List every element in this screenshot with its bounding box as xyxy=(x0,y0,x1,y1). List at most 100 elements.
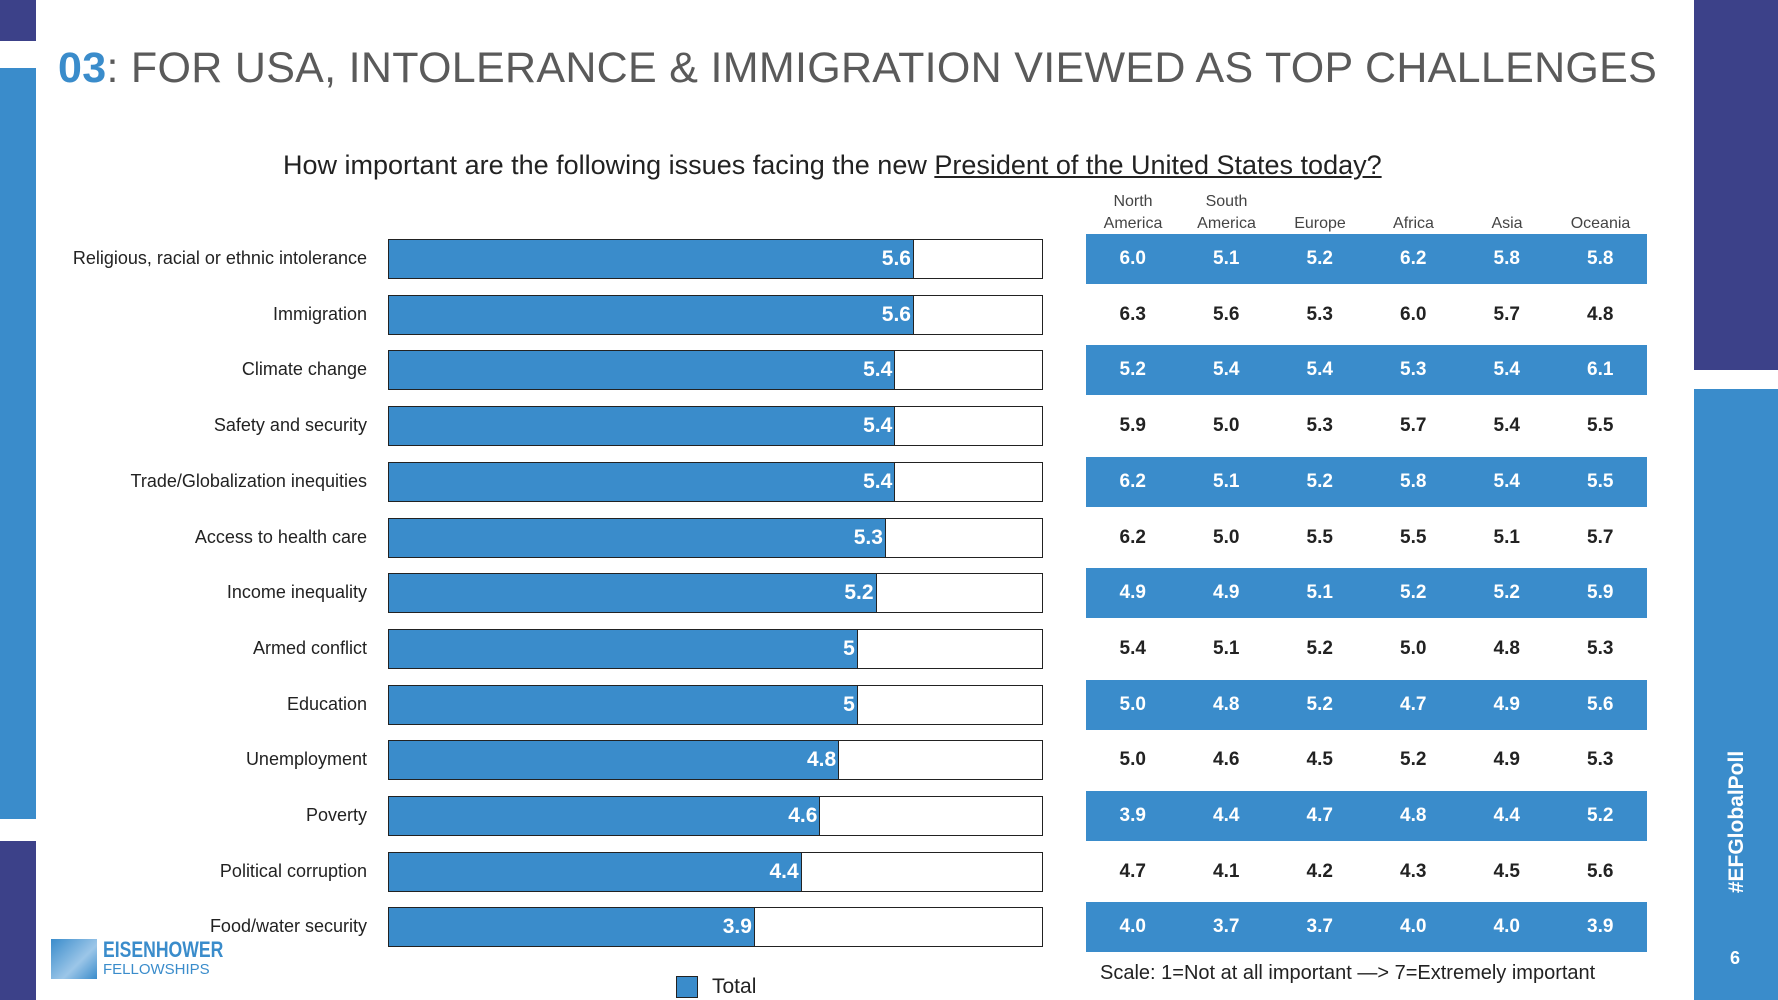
bar-value-label: 5.2 xyxy=(844,581,874,605)
column-header: Asia xyxy=(1491,215,1523,232)
bar: 5 xyxy=(389,629,858,668)
table-row: 5.0 4.6 4.5 5.2 4.9 5.3 xyxy=(1086,735,1647,785)
table-row: 5.9 5.0 5.3 5.7 5.4 5.5 xyxy=(1086,401,1647,451)
title-number: 03 xyxy=(58,44,107,92)
portrait-icon xyxy=(51,939,97,979)
column-header: Europe xyxy=(1294,215,1346,232)
bar-value-label: 5 xyxy=(843,692,855,716)
category-label: Trade/Globalization inequities xyxy=(130,470,367,491)
bar: 4.4 xyxy=(389,852,802,891)
column-header: America xyxy=(1103,215,1163,232)
page-number: 6 xyxy=(1730,948,1741,968)
table-cell: 5.6 xyxy=(1213,303,1240,325)
bar-track: 5 xyxy=(388,684,1043,725)
column-header: Africa xyxy=(1393,215,1434,232)
table-cell: 4.1 xyxy=(1213,860,1240,882)
table-cell: 5.2 xyxy=(1306,248,1333,269)
legend-label: Total xyxy=(712,975,757,998)
table-cell: 5.5 xyxy=(1587,415,1614,437)
column-header: South xyxy=(1205,193,1248,210)
table-cell: 5.0 xyxy=(1213,526,1240,548)
table-row: 3.9 4.4 4.7 4.8 4.4 5.2 xyxy=(1086,791,1647,841)
table-cell: 5.4 xyxy=(1493,359,1520,381)
bar-track: 5.4 xyxy=(388,406,1043,447)
table-row: 4.9 4.9 5.1 5.2 5.2 5.9 xyxy=(1086,568,1647,619)
hashtag: #EFGlobalPoll xyxy=(1725,750,1748,894)
table-cell: 5.4 xyxy=(1493,470,1520,492)
category-label: Climate change xyxy=(241,359,367,380)
table-cell: 5.3 xyxy=(1306,415,1333,437)
bar: 5.4 xyxy=(389,462,896,501)
table-row: 6.3 5.6 5.3 6.0 5.7 4.8 xyxy=(1086,290,1647,340)
column-header: Oceania xyxy=(1570,215,1631,232)
table-cell: 5.5 xyxy=(1400,526,1427,548)
bar-value-label: 5.4 xyxy=(863,414,893,438)
table-cell: 5.3 xyxy=(1587,749,1614,771)
table-cell: 6.2 xyxy=(1400,248,1427,269)
table-cell: 5.1 xyxy=(1213,470,1240,492)
category-label: Education xyxy=(286,693,367,714)
table-cell: 5.8 xyxy=(1493,248,1520,269)
table-row: 5.4 5.1 5.2 5.0 4.8 5.3 xyxy=(1086,624,1647,674)
table-row: 5.0 4.8 5.2 4.7 4.9 5.6 xyxy=(1086,679,1647,730)
table-cell: 5.0 xyxy=(1119,749,1146,771)
table-cell: 4.9 xyxy=(1119,582,1146,604)
table-cell: 4.8 xyxy=(1213,693,1240,715)
question-underlined: President of the United States today? xyxy=(934,150,1382,180)
logo-line1: EISENHOWER xyxy=(103,937,224,962)
table-cell: 6.3 xyxy=(1119,303,1146,325)
table-cell: 3.7 xyxy=(1306,916,1333,938)
bar: 5.3 xyxy=(389,518,886,557)
table-cell: 5.2 xyxy=(1119,359,1146,381)
bar-value-label: 5.4 xyxy=(863,469,893,493)
table-cell: 5.2 xyxy=(1493,582,1520,604)
bar-value-label: 5.6 xyxy=(881,247,911,270)
table-cell: 4.8 xyxy=(1493,637,1520,659)
bar-value-label: 4.6 xyxy=(788,804,818,827)
bar: 4.8 xyxy=(389,741,840,780)
logo-line2: FELLOWSHIPS xyxy=(103,961,210,978)
bar: 5.6 xyxy=(389,240,914,278)
category-label: Unemployment xyxy=(245,749,367,770)
table-cell: 5.0 xyxy=(1213,415,1240,437)
table-cell: 5.8 xyxy=(1587,248,1614,269)
table-cell: 4.3 xyxy=(1400,860,1427,882)
table-row: 6.0 5.1 5.2 6.2 5.8 5.8 xyxy=(1086,234,1647,284)
table-cell: 5.7 xyxy=(1493,303,1520,325)
category-label: Safety and security xyxy=(213,415,367,436)
table-row: 6.2 5.0 5.5 5.5 5.1 5.7 xyxy=(1086,513,1647,563)
left-bar-bottom xyxy=(0,841,36,1000)
table-cell: 4.4 xyxy=(1213,805,1240,826)
table-cell: 5.4 xyxy=(1119,637,1146,659)
table-cell: 5.6 xyxy=(1587,693,1614,715)
table-cell: 5.6 xyxy=(1587,860,1614,882)
table-cell: 5.2 xyxy=(1306,693,1333,715)
table-cell: 4.0 xyxy=(1493,916,1520,938)
table-cell: 3.9 xyxy=(1119,805,1146,826)
table-cell: 5.0 xyxy=(1400,637,1427,659)
bar-value-label: 4.4 xyxy=(769,859,799,883)
table-cell: 5.7 xyxy=(1587,526,1614,548)
table-cell: 5.2 xyxy=(1587,805,1614,826)
bar-track: 5.3 xyxy=(388,517,1043,558)
legend: Total xyxy=(676,975,756,999)
bar-value-label: 4.8 xyxy=(806,748,837,772)
bar-track: 3.9 xyxy=(388,907,1043,948)
table-cell: 5.9 xyxy=(1587,582,1614,604)
bar: 5 xyxy=(389,685,858,724)
table-row: 5.2 5.4 5.4 5.3 5.4 6.1 xyxy=(1086,345,1647,396)
bar-track: 5.2 xyxy=(388,573,1043,614)
category-label: Immigration xyxy=(272,303,367,324)
question: How important are the following issues f… xyxy=(283,150,1382,181)
table-cell: 5.1 xyxy=(1493,526,1520,548)
table-cell: 6.2 xyxy=(1119,526,1146,548)
bar: 3.9 xyxy=(389,908,755,947)
category-label: Food/water security xyxy=(209,916,367,937)
table-cell: 5.4 xyxy=(1306,359,1333,381)
bar-value-label: 5.4 xyxy=(863,358,893,382)
bar-value-label: 5.3 xyxy=(853,525,883,549)
table-cell: 5.2 xyxy=(1400,582,1427,604)
table-cell: 6.0 xyxy=(1119,248,1146,269)
right-bar-top xyxy=(1694,0,1778,370)
category-label: Income inequality xyxy=(226,582,367,603)
